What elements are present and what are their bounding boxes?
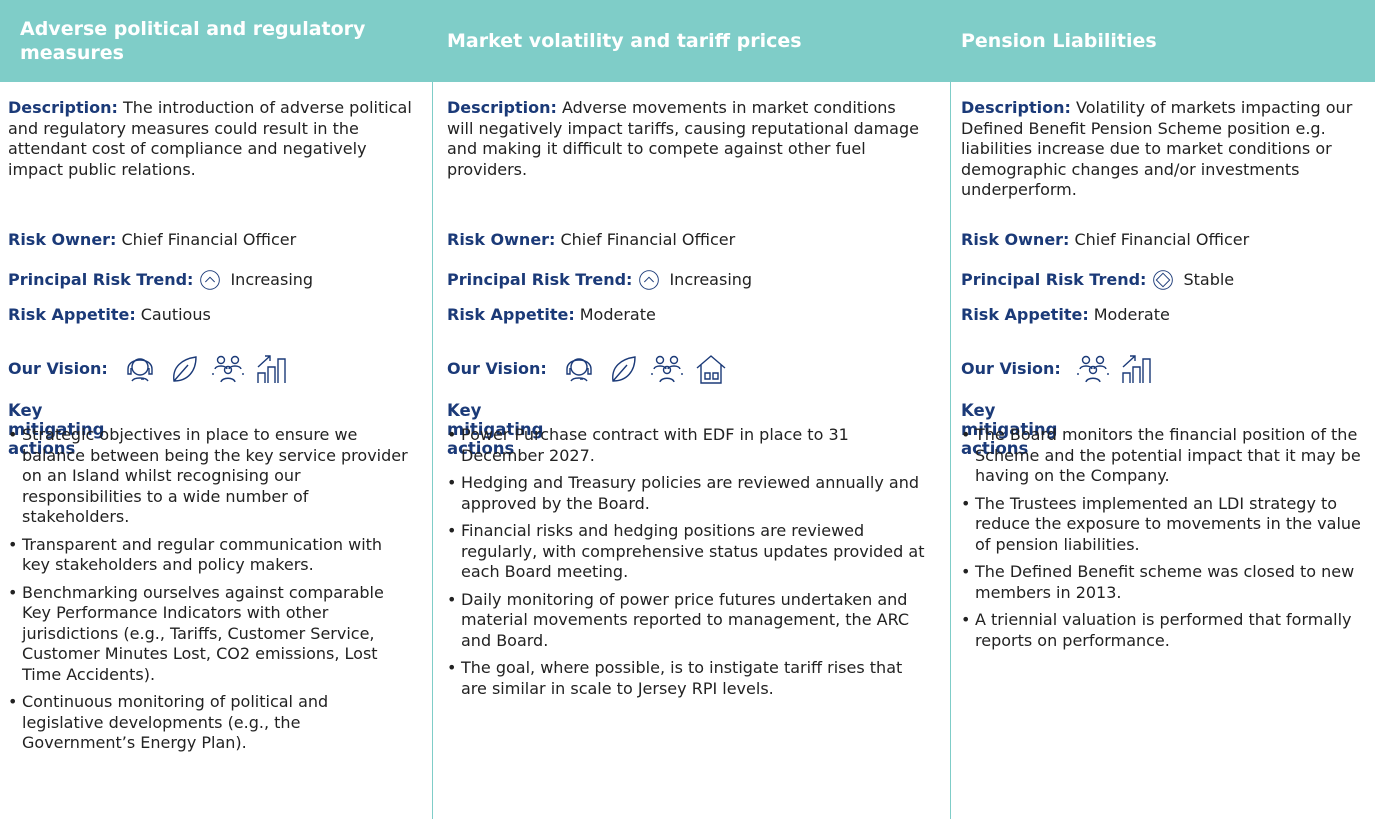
action-item: Power Purchase contract with EDF in plac…	[447, 425, 927, 466]
label: Risk Owner:	[447, 230, 556, 249]
icon	[257, 355, 286, 383]
action-item: The Trustees implemented an LDI strategy…	[961, 494, 1366, 556]
icon	[566, 358, 592, 382]
description: Description: Adverse movements in market…	[447, 98, 927, 180]
value: Chief Financial Officer	[121, 230, 297, 249]
description: Description: The introduction of adverse…	[8, 98, 413, 180]
action-item: Transparent and regular communication wi…	[8, 535, 413, 576]
risk-appetite: Risk Appetite: Moderate	[961, 305, 1170, 325]
actions-list: The Board monitors the financial positio…	[961, 425, 1366, 658]
icon	[696, 355, 726, 384]
action-item: Benchmarking ourselves against comparabl…	[8, 583, 413, 686]
label: Description:	[8, 98, 118, 117]
label: Risk Owner:	[961, 230, 1070, 249]
action-item: Continuous monitoring of political and l…	[8, 692, 413, 754]
value: Chief Financial Officer	[560, 230, 736, 249]
value: Stable	[1183, 270, 1235, 289]
column-divider	[432, 82, 433, 819]
label: Risk Appetite:	[447, 305, 575, 324]
value: Increasing	[669, 270, 753, 289]
actions-list: Power Purchase contract with EDF in plac…	[447, 425, 927, 706]
label: Our Vision:	[447, 359, 547, 378]
label: Description:	[447, 98, 557, 117]
icon	[651, 355, 683, 383]
icon	[127, 358, 153, 382]
value: Cautious	[140, 305, 211, 324]
label: Risk Owner:	[8, 230, 117, 249]
risk-owner: Risk Owner: Chief Financial Officer	[447, 230, 735, 250]
column-divider	[950, 82, 951, 819]
risk-appetite: Risk Appetite: Cautious	[8, 305, 211, 325]
label: Risk Appetite:	[8, 305, 136, 324]
action-item: Daily monitoring of power price futures …	[447, 590, 927, 652]
value: Moderate	[579, 305, 656, 324]
risk-trend: Principal Risk Trend: Increasing	[447, 268, 752, 292]
icon	[639, 270, 660, 290]
value: Chief Financial Officer	[1074, 230, 1250, 249]
icon	[212, 355, 244, 383]
icon	[200, 270, 221, 290]
vision: Our Vision:	[447, 350, 737, 388]
header-band	[0, 0, 1375, 82]
label: Description:	[961, 98, 1071, 117]
risk-owner: Risk Owner: Chief Financial Officer	[8, 230, 296, 250]
vision: Our Vision:	[8, 350, 298, 388]
description-text: Volatility of markets impacting our Defi…	[961, 98, 1353, 199]
column-title: Market volatility and tariff prices	[447, 30, 802, 52]
action-item: Financial risks and hedging positions ar…	[447, 521, 927, 583]
risk-owner: Risk Owner: Chief Financial Officer	[961, 230, 1249, 250]
description-text: Adverse movements in market conditions w…	[447, 98, 919, 179]
action-item: A triennial valuation is performed that …	[961, 610, 1366, 651]
description-text: The introduction of adverse political an…	[8, 98, 412, 179]
action-item: The goal, where possible, is to instigat…	[447, 658, 927, 699]
label: Principal Risk Trend:	[961, 270, 1147, 289]
action-item: The Board monitors the financial positio…	[961, 425, 1366, 487]
column-title: Adverse political and regulatory measure…	[20, 18, 366, 64]
label: Our Vision:	[8, 359, 108, 378]
icon	[172, 356, 197, 382]
label: Risk Appetite:	[961, 305, 1089, 324]
icon	[611, 356, 636, 382]
label: Our Vision:	[961, 359, 1061, 378]
actions-list: Strategic objectives in place to ensure …	[8, 425, 413, 761]
icon	[1153, 270, 1174, 290]
value: Moderate	[1093, 305, 1170, 324]
label: Principal Risk Trend:	[8, 270, 194, 289]
icon	[1122, 355, 1151, 383]
icon	[1077, 355, 1109, 383]
action-item: Strategic objectives in place to ensure …	[8, 425, 413, 528]
risk-trend: Principal Risk Trend: Stable	[961, 268, 1234, 292]
value: Increasing	[230, 270, 314, 289]
vision: Our Vision:	[961, 350, 1163, 388]
action-item: Hedging and Treasury policies are review…	[447, 473, 927, 514]
label: Principal Risk Trend:	[447, 270, 633, 289]
description: Description: Volatility of markets impac…	[961, 98, 1366, 201]
column-title: Pension Liabilities	[961, 30, 1157, 52]
action-item: The Defined Benefit scheme was closed to…	[961, 562, 1366, 603]
risk-trend: Principal Risk Trend: Increasing	[8, 268, 313, 292]
risk-appetite: Risk Appetite: Moderate	[447, 305, 656, 325]
